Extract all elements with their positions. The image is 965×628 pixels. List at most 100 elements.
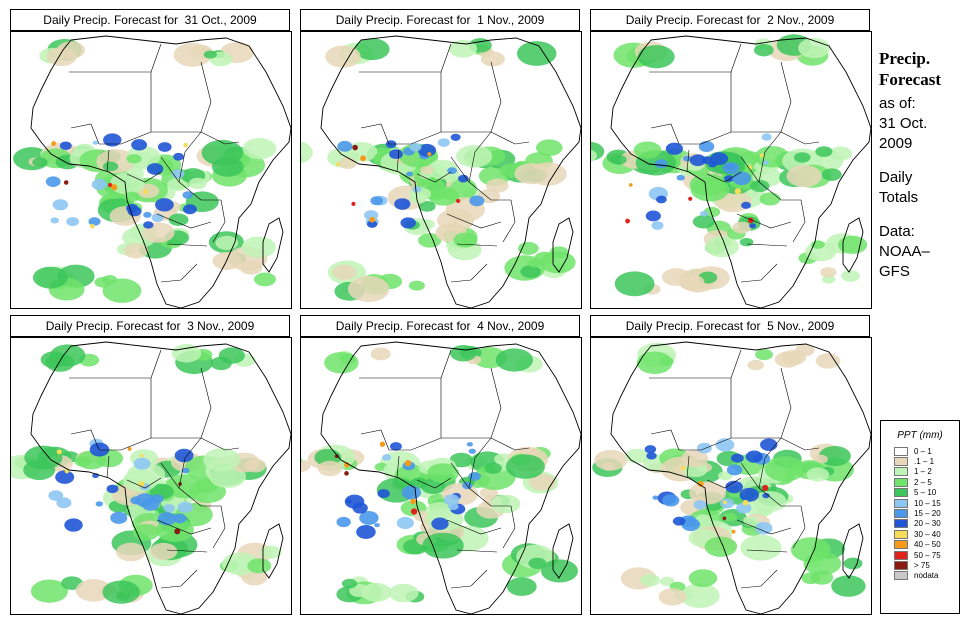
rain-area [418, 219, 435, 230]
rain-area [317, 460, 343, 477]
forecast-panel-6: Daily Precip. Forecast for 5 Nov., 2009 [590, 315, 872, 615]
country-border [686, 149, 690, 173]
extreme-rain-cell [64, 468, 70, 474]
rain-area [408, 280, 425, 291]
rain-area [418, 233, 442, 248]
extreme-rain-cell [688, 196, 693, 201]
extreme-rain-cell [138, 480, 145, 488]
madagascar-outline [262, 523, 284, 579]
heavy-rain-area [127, 206, 142, 217]
coastline [30, 35, 291, 308]
extreme-rain-cell [379, 441, 386, 447]
rain-area [591, 149, 598, 162]
rain-area [410, 477, 428, 489]
heavy-rain-area [715, 438, 735, 452]
heavy-rain-area [469, 195, 485, 207]
legend-item: nodata [894, 571, 959, 581]
rain-area [806, 467, 830, 482]
country-border [389, 131, 442, 145]
legend-item: 30 – 40 [894, 529, 959, 539]
legend-swatch [894, 550, 908, 560]
rain-area [332, 264, 357, 280]
rain-area [829, 146, 853, 161]
heavy-rain-area [700, 210, 709, 217]
rain-area [764, 456, 806, 482]
country-border [200, 437, 240, 451]
rain-area [786, 165, 822, 188]
rain-area [242, 138, 277, 160]
panel-title: Daily Precip. Forecast for 31 Oct., 2009 [10, 9, 290, 31]
legend-swatch [894, 509, 908, 519]
country-border [740, 569, 778, 589]
rain-area [520, 265, 541, 279]
extreme-rain-cell [344, 462, 350, 468]
rain-area [370, 347, 391, 361]
rain-area [636, 351, 673, 374]
forecast-panel-5: Daily Precip. Forecast for 4 Nov., 2009 [300, 315, 582, 615]
rain-area [354, 38, 390, 61]
coastline [320, 341, 581, 614]
extreme-rain-cell [723, 500, 727, 505]
heavy-rain-area [723, 175, 734, 183]
heavy-rain-area [665, 142, 683, 155]
heavy-rain-area [745, 450, 763, 463]
heavy-rain-area [644, 445, 657, 454]
extreme-rain-cell [369, 216, 376, 223]
country-border [416, 171, 452, 183]
heavy-rain-area [390, 442, 402, 451]
heavy-rain-area [651, 221, 664, 230]
heavy-rain-area [696, 442, 712, 454]
heavy-rain-area [409, 142, 422, 152]
country-border [502, 505, 516, 549]
rain-area [30, 579, 68, 603]
legend-label: 1 – 2 [914, 467, 932, 477]
heavy-rain-area [135, 493, 155, 508]
rain-area [688, 569, 718, 588]
rain-area [260, 545, 282, 559]
rain-area [484, 462, 502, 474]
country-border [178, 131, 202, 183]
precip-map-canvas [301, 35, 581, 308]
rain-area [301, 459, 311, 472]
country-border [740, 263, 778, 283]
country-border [441, 367, 502, 439]
rain-area [732, 221, 752, 234]
legend-swatch [894, 467, 908, 477]
country-border [389, 437, 442, 451]
country-border [490, 131, 530, 145]
extreme-rain-cell [334, 454, 339, 459]
legend-label: 20 – 30 [914, 519, 941, 529]
legend-label: 2 – 5 [914, 477, 932, 487]
heavy-rain-area [448, 502, 459, 511]
extreme-rain-cell [427, 152, 432, 157]
heavy-rain-area [364, 210, 379, 221]
rain-area [753, 44, 774, 57]
country-border [456, 549, 498, 553]
rain-area [495, 348, 534, 372]
rain-area [32, 157, 48, 167]
heavy-rain-area [55, 470, 75, 484]
rain-area [301, 457, 302, 464]
heavy-rain-area [336, 516, 351, 528]
heavy-rain-area [417, 143, 437, 157]
country-border [450, 462, 511, 507]
rain-area [241, 236, 276, 258]
extreme-rain-cell [127, 447, 132, 451]
heavy-rain-area [412, 186, 422, 193]
country-border [792, 199, 806, 243]
country-border [440, 349, 452, 379]
rain-area [625, 448, 649, 464]
rain-area [680, 450, 709, 468]
heavy-rain-area [762, 492, 770, 499]
legend-swatch [894, 571, 908, 581]
rain-area [753, 491, 787, 512]
extreme-rain-cell [108, 182, 113, 188]
heavy-rain-area [731, 453, 744, 463]
heavy-rain-area [110, 511, 128, 524]
rain-area [188, 177, 207, 190]
heavy-rain-area [401, 485, 422, 500]
rain-area [747, 359, 764, 371]
country-border [396, 455, 400, 479]
rain-area [755, 349, 773, 361]
